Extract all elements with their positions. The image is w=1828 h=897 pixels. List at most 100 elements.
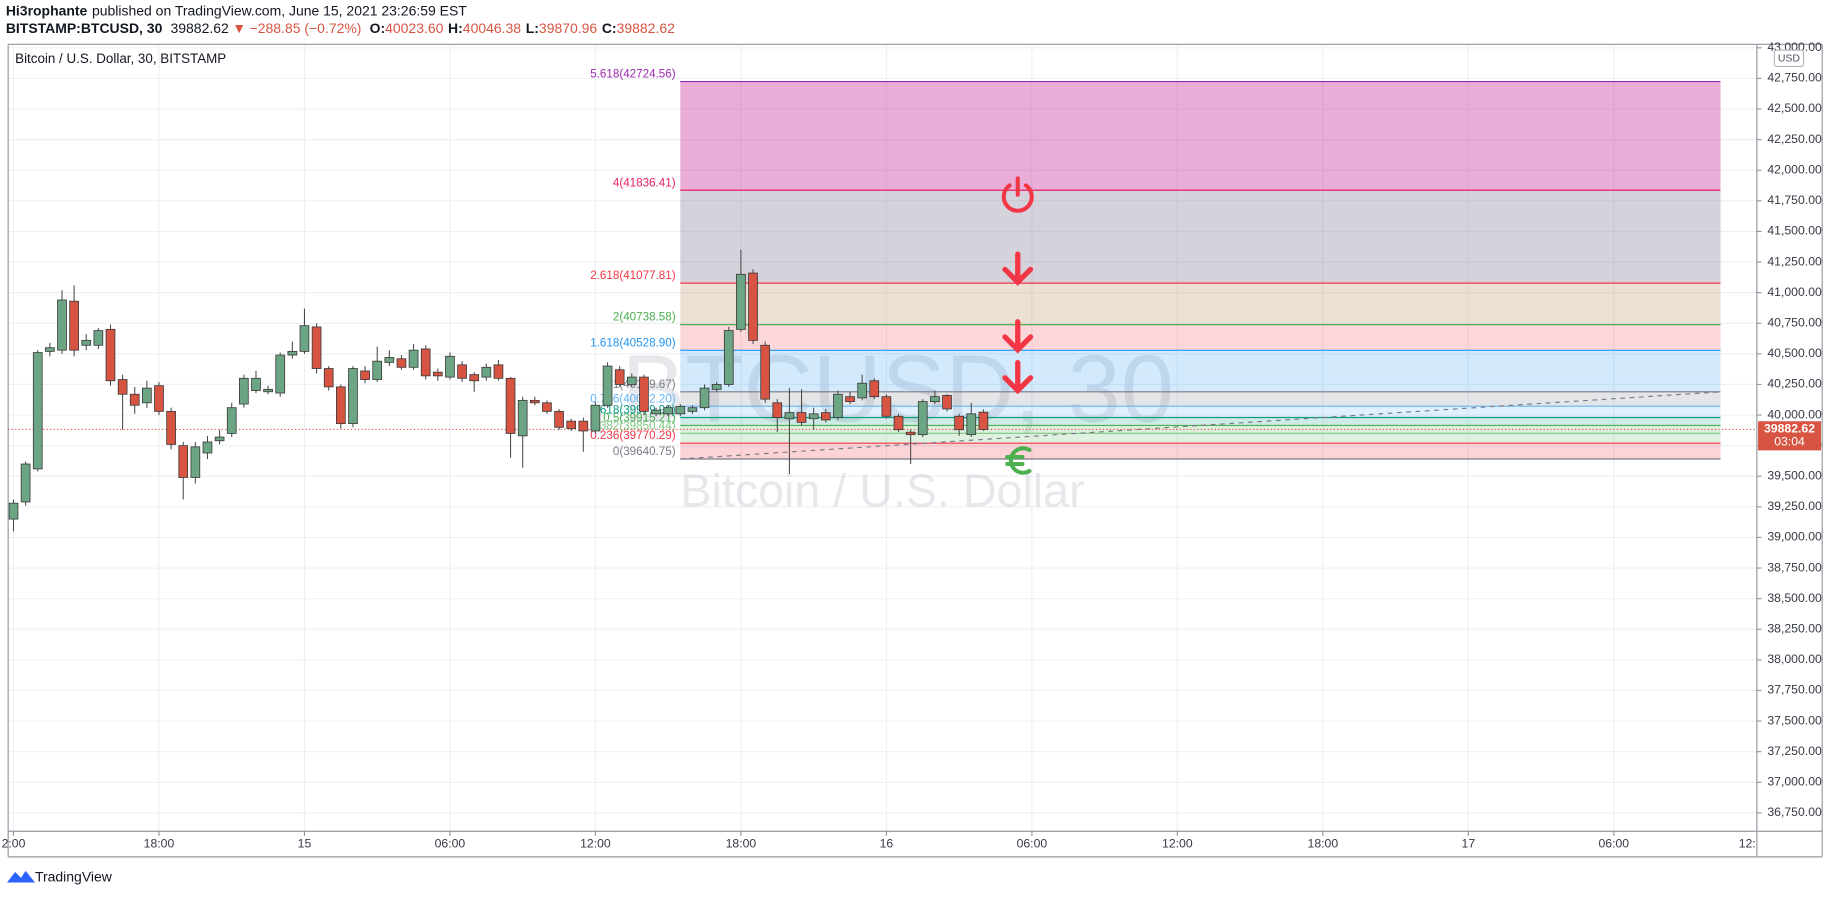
y-tick-label: 40,750.00 (1767, 315, 1822, 329)
y-tick-label: 41,500.00 (1767, 224, 1822, 238)
candle-body (954, 415, 964, 431)
candle-body (942, 395, 952, 410)
fib-label: 0.382(39850.44) (590, 419, 676, 432)
fib-band (680, 283, 1721, 325)
fib-label: 4(41836.41) (613, 176, 676, 189)
candle-body (784, 412, 795, 420)
fib-label: 0.5(39915.21) (603, 412, 676, 425)
candle-body (239, 377, 249, 405)
x-tick-label: 2:00 (2, 836, 26, 850)
candle-body (590, 404, 601, 432)
candle-body (578, 420, 589, 432)
x-tick-label: 18:00 (726, 836, 757, 850)
ohlc-value: 39882.62 (617, 20, 675, 36)
y-tick-label: 42,250.00 (1767, 132, 1822, 146)
candle-body (760, 344, 771, 400)
y-tick-label: 37,750.00 (1767, 683, 1822, 697)
candle-body (493, 364, 504, 379)
candle-body (190, 446, 201, 478)
candle-body (469, 374, 480, 382)
candle-body (554, 410, 564, 428)
candle-body (978, 411, 989, 430)
candle-body (651, 409, 661, 415)
y-tick-label: 38,750.00 (1767, 560, 1822, 574)
candle-body (251, 377, 261, 391)
candle-body (529, 399, 540, 404)
x-tick-label: 12: (1739, 836, 1756, 850)
pane-background: BTCUSD, 30Bitcoin / U.S. Dollar (8, 44, 1757, 832)
arrow-down (1002, 319, 1034, 354)
candle-body (323, 368, 334, 388)
candle-body (457, 364, 467, 379)
last-price-label: 39882.62 (1764, 422, 1815, 436)
candle-body (105, 328, 116, 382)
arrow: ▼ (232, 20, 246, 36)
y-tick-label: 38,000.00 (1767, 652, 1822, 666)
y-tick-label: 38,250.00 (1767, 621, 1822, 635)
fib-band (680, 391, 1721, 407)
last: 39882.62 (171, 20, 229, 36)
candle-body (796, 412, 807, 423)
euro-icon (1005, 446, 1032, 475)
candle-body (45, 347, 55, 352)
candle-body (820, 412, 831, 421)
y-tick-label: 37,000.00 (1767, 775, 1822, 789)
candle-body (202, 441, 213, 454)
brand: TradingView (35, 869, 113, 885)
candle-body (893, 415, 904, 431)
plot: 0(39640.75) 0.236(39770.29)0.382(39850.44… (8, 68, 1757, 532)
ohlc-key: H: (448, 20, 463, 36)
x-tick-label: 06:00 (1599, 836, 1630, 850)
x-tick-label: 06:00 (435, 836, 466, 850)
candle-body (20, 463, 31, 503)
candle-body (687, 407, 698, 412)
arrow-down (1002, 359, 1034, 395)
fib-band (680, 324, 1721, 351)
candle-body (905, 431, 916, 436)
candle-body (93, 330, 104, 346)
candle-body (772, 402, 783, 418)
chart-title: Bitcoin / U.S. Dollar, 30, BITSTAMP (15, 51, 226, 66)
candle-body (481, 366, 492, 378)
candle-body (445, 355, 455, 378)
fib-band (680, 417, 1721, 426)
currency-box (1773, 49, 1805, 68)
last-price-tag (1758, 421, 1822, 451)
candle-body (833, 393, 843, 418)
x-tick-label: 16 (880, 836, 894, 850)
ohlc-key: C: (602, 20, 617, 36)
candle-body (663, 407, 674, 415)
x-tick-label: 15 (298, 836, 312, 850)
x-tick-label: 17 (1462, 836, 1476, 850)
fib-label: 0.236(39770.29) (590, 429, 676, 442)
y-tick-label: 40,500.00 (1767, 346, 1822, 360)
candle-body (930, 396, 940, 402)
candle-body (287, 350, 298, 356)
candle-body (614, 369, 625, 385)
ohlc-value: 39870.96 (539, 20, 597, 36)
x-tick-label: 18:00 (1308, 836, 1339, 850)
y-tick-label: 42,500.00 (1767, 101, 1822, 115)
candle-body (226, 407, 237, 434)
candle-body (335, 386, 346, 425)
candle-body (881, 396, 892, 417)
candle-body (748, 272, 758, 341)
y-tick-label: 39,000.00 (1767, 530, 1822, 544)
candle-body (178, 445, 189, 478)
candle-body (154, 385, 164, 412)
candle-body (432, 371, 443, 377)
candle-body (917, 401, 928, 436)
fib-label: 0(39640.75) (613, 445, 676, 458)
fib-trend (680, 391, 1721, 460)
candle-body (372, 360, 383, 380)
candle-body (396, 358, 407, 368)
candle-body (699, 387, 710, 409)
candle-body (845, 396, 855, 402)
x-tick-label: 12:00 (580, 836, 611, 850)
candle-body (966, 413, 977, 436)
candle-body (602, 365, 613, 406)
ohlc-value: 40046.38 (463, 20, 521, 36)
y-tick-label: 39,250.00 (1767, 499, 1822, 513)
candle-body (129, 393, 140, 406)
candle-body (639, 376, 649, 412)
